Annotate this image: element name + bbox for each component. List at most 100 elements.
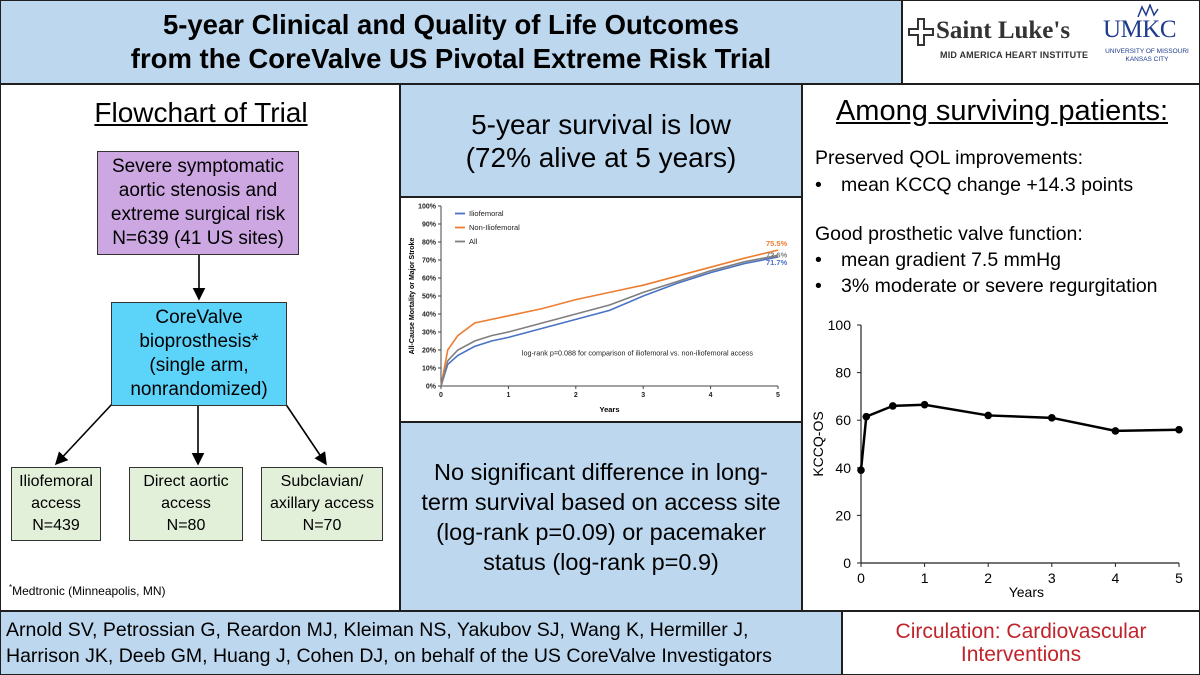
y-tick-label: 0 bbox=[843, 555, 851, 571]
footnote-mark: * bbox=[9, 583, 13, 592]
x-tick-label: 4 bbox=[1112, 570, 1120, 586]
box-line: N=439 bbox=[32, 517, 80, 534]
saint-lukes-logo-icon bbox=[908, 18, 934, 46]
arrow-to-iliofemoral bbox=[54, 402, 114, 466]
x-tick-label: 0 bbox=[857, 570, 865, 586]
y-tick-label: 50% bbox=[422, 294, 437, 301]
umkc-logo-name: UMKC bbox=[1103, 16, 1177, 43]
arrow-to-subclavian bbox=[284, 402, 327, 466]
y-tick-label: 100% bbox=[418, 204, 437, 211]
citation-line-2: Harrison JK, Deeb GM, Huang J, Cohen DJ,… bbox=[6, 645, 772, 667]
y-tick-label: 40% bbox=[422, 312, 437, 319]
legend-label: Iliofemoral bbox=[469, 209, 504, 218]
end-value-label: 71.7% bbox=[766, 258, 788, 267]
series-line-all bbox=[440, 254, 779, 387]
x-tick-label: 2 bbox=[984, 570, 992, 586]
y-tick-label: 60 bbox=[835, 412, 851, 428]
qol-heading: Preserved QOL improvements: bbox=[815, 147, 1084, 169]
surviving-patients-panel: Among surviving patients: Preserved QOL … bbox=[802, 84, 1200, 611]
no-difference-panel: No significant difference in long- term … bbox=[400, 422, 802, 611]
box-line: Direct aortic bbox=[143, 473, 229, 490]
flowchart-panel: Flowchart of Trial Severe symptomatic ao… bbox=[0, 84, 400, 611]
box-line: nonrandomized) bbox=[130, 379, 268, 400]
kccq-data-point bbox=[920, 400, 929, 409]
kccq-data-point bbox=[862, 412, 871, 421]
saint-lukes-logo-subtitle: MID AMERICA HEART INSTITUTE bbox=[940, 50, 1089, 60]
x-tick-label: 2 bbox=[574, 392, 578, 399]
citation-line-1: Arnold SV, Petrossian G, Reardon MJ, Kle… bbox=[6, 619, 749, 641]
y-tick-label: 70% bbox=[422, 258, 437, 265]
box-line: N=70 bbox=[302, 517, 342, 534]
y-tick-label: 100 bbox=[828, 317, 852, 333]
series-line-non-iliofemoral bbox=[440, 249, 779, 387]
bullet-icon: • bbox=[815, 174, 822, 196]
nodiff-line-1: No significant difference in long- bbox=[434, 458, 768, 485]
kccq-data-point bbox=[1175, 425, 1183, 434]
valve-heading: Good prosthetic valve function: bbox=[815, 223, 1083, 245]
box-direct-aortic-access: Direct aortic access N=80 bbox=[129, 467, 243, 541]
box-line: N=639 (41 US sites) bbox=[112, 228, 284, 249]
x-tick-label: 1 bbox=[921, 570, 929, 586]
legend-label: Non-Iliofemoral bbox=[469, 223, 520, 232]
box-line: access bbox=[161, 495, 211, 512]
surviving-patients-title: Among surviving patients: bbox=[835, 95, 1169, 127]
y-tick-label: 10% bbox=[422, 366, 437, 373]
x-axis-title: Years bbox=[599, 405, 619, 414]
box-line: N=80 bbox=[166, 517, 206, 534]
series-line-iliofemoral bbox=[440, 256, 779, 387]
box-line: extreme surgical risk bbox=[110, 204, 286, 225]
box-line: Iliofemoral bbox=[19, 473, 93, 490]
valve-bullet-regurgitation: 3% moderate or severe regurgitation bbox=[841, 275, 1158, 297]
valve-bullet-gradient: mean gradient 7.5 mmHg bbox=[841, 249, 1062, 271]
y-tick-label: 40 bbox=[835, 460, 851, 476]
journal-panel: Circulation: Cardiovascular Intervention… bbox=[842, 611, 1200, 675]
kccq-data-point bbox=[889, 402, 897, 410]
x-axis-title: Years bbox=[1009, 584, 1044, 600]
x-tick-label: 4 bbox=[709, 392, 713, 399]
box-line: access bbox=[31, 495, 81, 512]
journal-name-line-2: Interventions bbox=[960, 643, 1082, 666]
logo-area bbox=[902, 0, 1200, 84]
kccq-series-line bbox=[859, 403, 1180, 471]
survival-summary-panel: 5-year survival is low (72% alive at 5 y… bbox=[400, 84, 802, 197]
y-tick-label: 60% bbox=[422, 276, 437, 283]
y-tick-label: 80% bbox=[422, 240, 437, 247]
box-severe-aortic-stenosis: Severe symptomatic aortic stenosis and e… bbox=[97, 151, 299, 255]
journal-name-line-1: Circulation: Cardiovascular bbox=[895, 620, 1147, 643]
qol-bullet: mean KCCQ change +14.3 points bbox=[841, 174, 1134, 196]
y-tick-label: 0% bbox=[426, 384, 437, 391]
x-tick-label: 3 bbox=[641, 392, 645, 399]
box-line: Severe symptomatic bbox=[111, 156, 285, 177]
box-line: (single arm, bbox=[149, 355, 249, 376]
y-tick-label: 80 bbox=[835, 365, 851, 381]
legend-label: All bbox=[469, 237, 478, 246]
nodiff-line-2: term survival based on access site bbox=[421, 488, 781, 515]
end-value-label: 75.5% bbox=[766, 239, 788, 248]
y-tick-label: 90% bbox=[422, 222, 437, 229]
kccq-data-point bbox=[1111, 427, 1120, 435]
flowchart-arrows bbox=[54, 255, 327, 466]
bullet-icon: • bbox=[815, 275, 822, 297]
title-line-2: from the CoreValve US Pivotal Extreme Ri… bbox=[130, 43, 772, 74]
y-axis-title: All-Cause Mortality or Major Stroke bbox=[409, 238, 416, 355]
title-banner: 5-year Clinical and Quality of Life Outc… bbox=[0, 0, 902, 84]
survival-chart: 0% 10% 20% 30% 40% 50% 60% 70% 80% 90% 100% 0 1 2 3 4 5 Y… bbox=[409, 204, 788, 415]
kccq-chart: 0 20 40 60 80 100 0 1 2 3 4 5 Years KCCQ-OS bbox=[810, 317, 1183, 600]
y-tick-label: 20% bbox=[422, 348, 437, 355]
title-line-1: 5-year Clinical and Quality of Life Outc… bbox=[162, 9, 740, 40]
box-subclavian-access: Subclavian/ axillary access N=70 bbox=[261, 467, 383, 541]
box-iliofemoral-access: Iliofemoral access N=439 bbox=[11, 467, 101, 541]
end-value-label: 72.6% bbox=[766, 250, 788, 259]
footnote-text: Medtronic (Minneapolis, MN) bbox=[12, 584, 166, 598]
chart-annotation: log-rank p=0.088 for comparison of iliof… bbox=[522, 348, 754, 357]
umkc-logo-subtitle: UNIVERSITY OF MISSOURI KANSAS CITY bbox=[1105, 48, 1189, 63]
kccq-data-point bbox=[984, 411, 992, 420]
umkc-logo-mark-icon bbox=[1137, 4, 1159, 18]
citation-panel: Arnold SV, Petrossian G, Reardon MJ, Kle… bbox=[0, 611, 842, 675]
y-tick-label: 30% bbox=[422, 330, 437, 337]
box-line: axillary access bbox=[269, 495, 375, 512]
x-tick-label: 0 bbox=[439, 392, 443, 399]
flowchart-footnote: *Medtronic (Minneapolis, MN) bbox=[9, 583, 166, 598]
nodiff-line-4: status (log-rank p=0.9) bbox=[483, 548, 719, 575]
box-line: aortic stenosis and bbox=[118, 180, 278, 201]
